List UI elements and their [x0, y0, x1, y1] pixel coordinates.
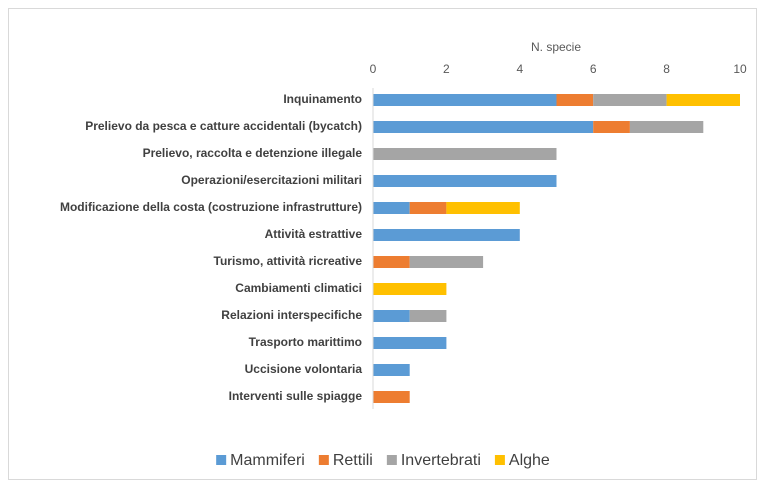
- bar-segment: [593, 121, 630, 133]
- bar-segment: [446, 202, 520, 214]
- category-label: Turismo, attività ricreative: [214, 254, 363, 268]
- bar-segment: [593, 94, 667, 106]
- category-label: Interventi sulle spiagge: [229, 389, 363, 403]
- legend-swatch: [386, 455, 397, 465]
- bar-segment: [373, 202, 410, 214]
- category-label: Modificazione della costa (costruzione i…: [60, 200, 362, 214]
- category-label: Attività estrattive: [265, 227, 363, 241]
- legend-label: Invertebrati: [401, 452, 481, 469]
- bar-segment: [373, 283, 447, 295]
- bar-segment: [409, 310, 447, 322]
- x-tick-label: 6: [590, 62, 597, 76]
- category-label: Operazioni/esercitazioni militari: [181, 173, 362, 187]
- x-tick-label: 4: [516, 62, 523, 76]
- x-tick-label: 8: [663, 62, 670, 76]
- bar-segment: [373, 229, 520, 241]
- legend-label: Rettili: [333, 452, 373, 469]
- x-tick-label: 0: [370, 62, 377, 76]
- legend-swatch: [318, 455, 329, 465]
- legend-swatch: [216, 455, 227, 465]
- legend-swatch: [494, 455, 505, 465]
- bar-segment: [373, 256, 410, 268]
- bar-segment: [373, 364, 410, 376]
- bar-segment: [373, 175, 557, 187]
- bar-segment: [373, 94, 557, 106]
- bar-segment: [373, 148, 557, 160]
- axis-title: N. specie: [531, 40, 581, 54]
- bar-segment: [373, 337, 447, 349]
- chart-frame: [8, 8, 757, 480]
- x-tick-label: 2: [443, 62, 450, 76]
- category-label: Cambiamenti climatici: [235, 281, 362, 295]
- bar-segment: [629, 121, 704, 133]
- category-label: Inquinamento: [283, 92, 362, 106]
- x-tick-label: 10: [733, 62, 747, 76]
- bar-segment: [409, 256, 484, 268]
- bar-segment: [373, 121, 594, 133]
- bar-segment: [556, 94, 594, 106]
- bar-segment: [373, 310, 410, 322]
- category-label: Prelievo da pesca e catture accidentali …: [85, 119, 362, 133]
- category-label: Prelievo, raccolta e detenzione illegale: [143, 146, 363, 160]
- category-label: Uccisione volontaria: [245, 362, 363, 376]
- bar-segment: [666, 94, 740, 106]
- legend-label: Alghe: [509, 452, 550, 469]
- category-label: Relazioni interspecifiche: [221, 308, 362, 322]
- bar-segment: [373, 391, 410, 403]
- legend-label: Mammiferi: [230, 452, 305, 469]
- category-label: Trasporto marittimo: [249, 335, 362, 349]
- bar-segment: [409, 202, 447, 214]
